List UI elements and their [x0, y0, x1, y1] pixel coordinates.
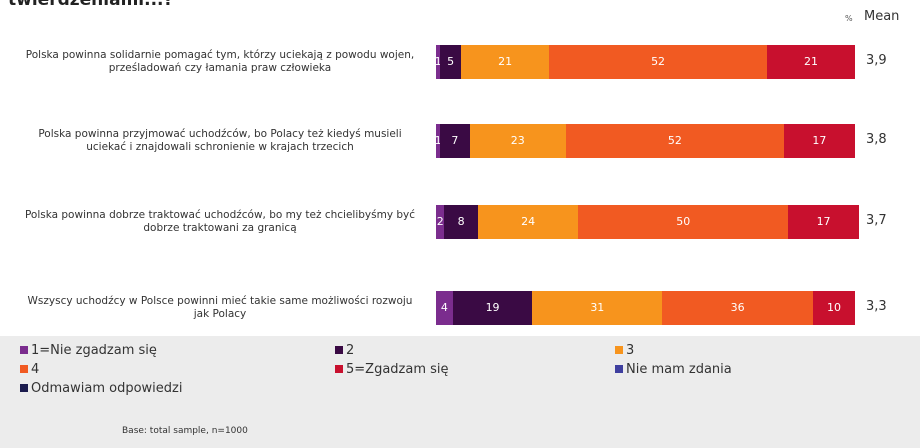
legend-label: 1=Nie zgadzam się: [31, 343, 157, 358]
bar-segment: [461, 45, 550, 79]
bar-segment: [436, 45, 441, 79]
value-label: 8: [457, 215, 465, 228]
bar-segment: [662, 291, 814, 325]
bar-segment: [440, 45, 462, 79]
value-label: 24: [521, 215, 536, 228]
category-label: Polska powinna solidarnie pomagać tym, k…: [25, 49, 415, 74]
value-label: 31: [590, 301, 605, 314]
bar-segment: [436, 124, 441, 158]
legend-item: Nie mam zdania: [615, 362, 732, 377]
legend-item: 2: [335, 343, 354, 358]
legend-swatch: [20, 346, 28, 354]
value-label: 36: [730, 301, 745, 314]
bar-segment: [783, 124, 855, 158]
legend-swatch: [335, 365, 343, 373]
value-label: 23: [510, 134, 525, 147]
category-label: Polska powinna dobrze traktować uchodźcó…: [24, 209, 416, 234]
value-label: 19: [485, 301, 500, 314]
legend-label: Nie mam zdania: [626, 362, 732, 377]
percent-label: %: [845, 14, 853, 23]
mean-value: 3,8: [866, 132, 887, 147]
legend-label: Odmawiam odpowiedzi: [31, 381, 183, 396]
value-label: 1: [434, 55, 442, 68]
bar-segment: [436, 291, 453, 325]
legend-background: [0, 336, 920, 448]
bar-segment: [565, 124, 784, 158]
bar-segment: [549, 45, 767, 79]
chart-title: twierdzeniami...?: [8, 0, 173, 8]
bar-segment: [532, 291, 663, 325]
value-label: 5: [447, 55, 455, 68]
value-label: 21: [804, 55, 818, 68]
value-label: 50: [676, 215, 691, 228]
legend-item: 5=Zgadzam się: [335, 362, 449, 377]
legend-swatch: [20, 365, 28, 373]
category-label: Polska powinna przyjmować uchodźców, bo …: [38, 128, 402, 153]
bar-segment: [469, 124, 566, 158]
value-label: 17: [812, 134, 827, 147]
value-label: 52: [667, 134, 682, 147]
legend-swatch: [20, 384, 28, 392]
value-label: 17: [816, 215, 831, 228]
bar-segment: [444, 205, 478, 239]
legend-item: 3: [615, 343, 634, 358]
mean-value: 3,9: [866, 53, 887, 68]
bar-segment: [787, 205, 860, 239]
bar-segment: [436, 205, 445, 239]
value-label: 52: [651, 55, 666, 68]
legend-label: 5=Zgadzam się: [346, 362, 449, 377]
category-label: Wszyscy uchodźcy w Polsce powinni mieć t…: [27, 295, 413, 320]
bar-segment: [477, 205, 579, 239]
legend-item: 4: [20, 362, 39, 377]
value-label: 1: [434, 134, 442, 147]
value-label: 7: [451, 134, 459, 147]
bar-segment: [452, 291, 533, 325]
value-label: 10: [827, 301, 842, 314]
legend-swatch: [615, 346, 623, 354]
legend-item: Odmawiam odpowiedzi: [20, 381, 182, 396]
mean-value: 3,3: [866, 299, 887, 314]
value-label: 2: [436, 215, 444, 228]
bar-segment: [440, 124, 470, 158]
legend-swatch: [335, 346, 343, 354]
mean-value: 3,7: [866, 213, 887, 228]
legend-label: 4: [31, 362, 40, 377]
mean-header: Mean: [864, 9, 900, 24]
legend-item: 1=Nie zgadzam się: [20, 343, 157, 358]
bar-segment: [578, 205, 788, 239]
title-clip: twierdzeniami...?: [0, 0, 920, 8]
value-label: 21: [498, 55, 513, 68]
bar-segment: [767, 45, 855, 79]
legend-label: 3: [626, 343, 635, 358]
legend-label: 2: [346, 343, 355, 358]
footnote: Base: total sample, n=1000: [122, 426, 248, 436]
value-label: 4: [440, 301, 448, 314]
bar-segment: [813, 291, 855, 325]
legend-swatch: [615, 365, 623, 373]
